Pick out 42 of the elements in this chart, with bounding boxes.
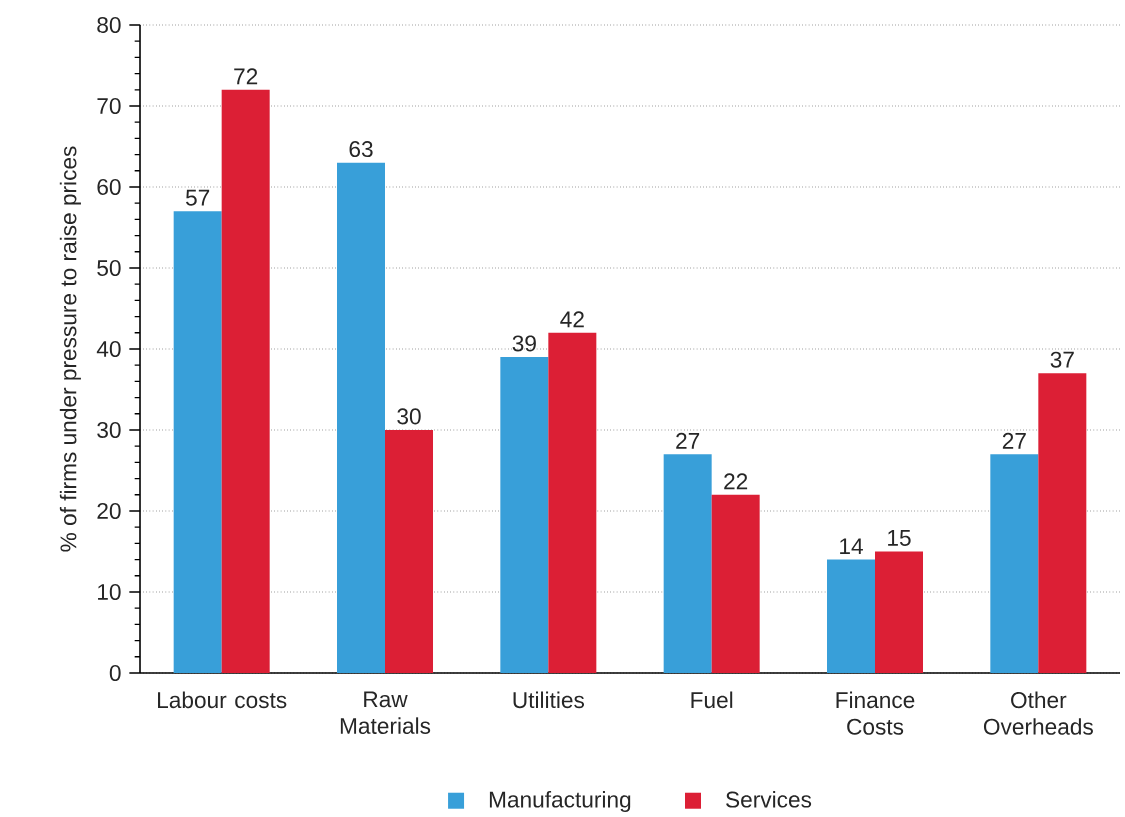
data-label: 30 bbox=[397, 408, 421, 425]
bar bbox=[337, 162, 385, 673]
y-tick-label: 20 bbox=[97, 502, 121, 520]
bar bbox=[500, 357, 549, 673]
bar bbox=[990, 454, 1039, 673]
bar bbox=[663, 454, 712, 673]
y-tick-label: 0 bbox=[109, 664, 121, 682]
data-label: 63 bbox=[349, 141, 373, 158]
data-label: 27 bbox=[676, 432, 700, 449]
bar bbox=[827, 559, 875, 673]
x-tick-label: Raw Materials bbox=[340, 691, 431, 734]
bar bbox=[221, 89, 270, 673]
y-tick-label: 10 bbox=[98, 583, 121, 601]
data-label: 22 bbox=[724, 473, 748, 490]
y-tick-label: 70 bbox=[97, 97, 121, 115]
y-tick-label: 60 bbox=[97, 178, 121, 196]
data-label: 14 bbox=[840, 538, 863, 554]
x-tick-label: Utilities bbox=[513, 691, 585, 709]
y-tick-label: 30 bbox=[97, 421, 121, 439]
data-label: 15 bbox=[888, 530, 911, 546]
bar bbox=[385, 429, 433, 673]
y-axis-title: % of firms under pressure to raise prices bbox=[59, 146, 81, 552]
y-tick-label: 80 bbox=[97, 16, 121, 34]
y-tick-label: 50 bbox=[97, 259, 121, 277]
data-label: 57 bbox=[185, 189, 210, 206]
bar bbox=[711, 494, 760, 673]
legend-label: Manufacturing bbox=[489, 790, 631, 813]
bar bbox=[1038, 373, 1087, 673]
x-tick-label: Labour costs bbox=[158, 691, 287, 709]
data-label: 39 bbox=[512, 335, 536, 352]
y-tick-label: 40 bbox=[96, 340, 121, 358]
legend-label: Services bbox=[726, 790, 812, 808]
x-tick-label: Finance Costs bbox=[836, 691, 915, 735]
data-label: 72 bbox=[234, 68, 258, 85]
bar bbox=[173, 211, 222, 673]
bar bbox=[875, 551, 923, 673]
data-label: 37 bbox=[1050, 351, 1074, 368]
x-tick-label: Fuel bbox=[691, 691, 733, 709]
bar bbox=[548, 332, 597, 673]
x-tick-label: Other Overheads bbox=[983, 691, 1093, 735]
data-label: 42 bbox=[560, 311, 584, 328]
data-label: 27 bbox=[1002, 432, 1026, 449]
